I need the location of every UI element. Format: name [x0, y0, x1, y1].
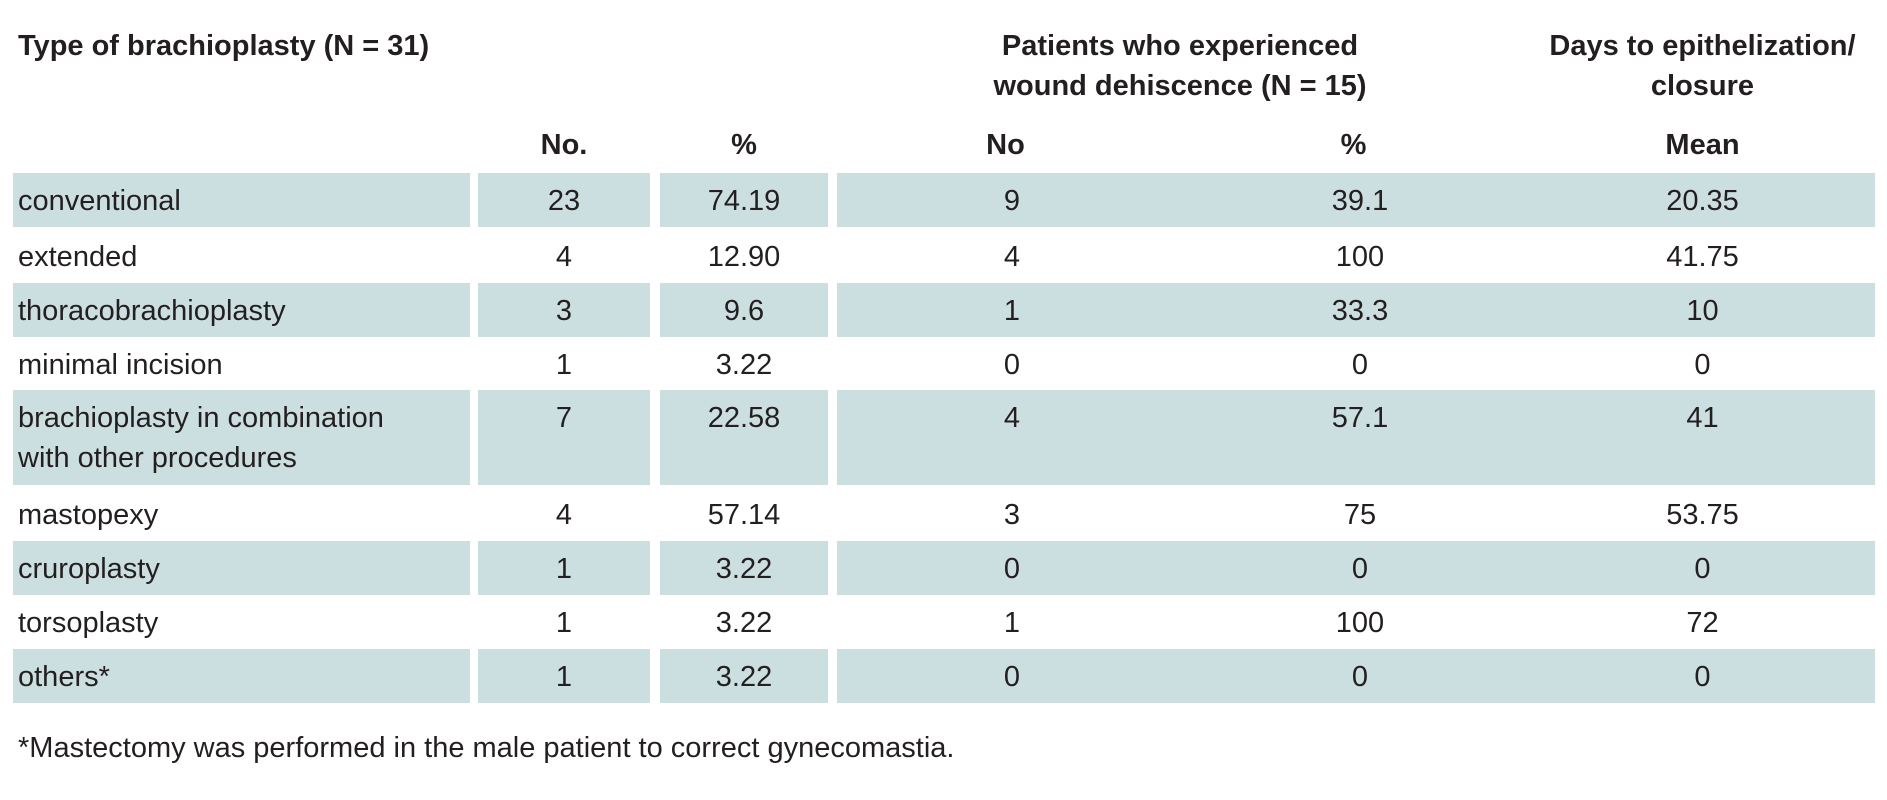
cell-pct: 3.22 — [715, 349, 773, 381]
cell-dehiscence-no: 0 — [1003, 349, 1021, 381]
table-row: minimal incision 1 3.22 0 0 0 — [13, 337, 1875, 391]
table-row: torsoplasty 1 3.22 1 100 72 — [13, 595, 1875, 649]
cell-dehiscence-no: 4 — [837, 390, 1187, 485]
table-row: thoracobrachioplasty 3 9.6 1 33.3 10 — [13, 283, 1875, 337]
cell-dehiscence-no: 1 — [1003, 607, 1021, 639]
cell-pct: 3.22 — [715, 607, 773, 639]
cell-type-line1: others* — [18, 661, 110, 693]
cell-pct: 3.22 — [660, 541, 828, 595]
cell-dehiscence-no: 4 — [1003, 241, 1021, 273]
cell-no: 7 — [478, 390, 650, 485]
cell-mean: 20.35 — [1530, 173, 1875, 227]
cell-no: 3 — [478, 283, 650, 337]
cell-dehiscence-pct: 100 — [1335, 241, 1385, 273]
col-header-pct: % — [731, 129, 757, 161]
table-row: cruroplasty 1 3.22 0 0 0 — [13, 541, 1875, 595]
cell-type: brachioplasty in combination with other p… — [13, 390, 470, 485]
days-title-line2: closure — [1650, 70, 1755, 102]
cell-mean: 53.75 — [1666, 499, 1739, 531]
footnote: *Mastectomy was performed in the male pa… — [18, 732, 955, 764]
cell-no: 23 — [478, 173, 650, 227]
cell-type-line1: minimal incision — [18, 349, 223, 381]
cell-pct: 22.58 — [660, 390, 828, 485]
cell-dehiscence-pct: 0 — [1185, 541, 1535, 595]
cell-type-line1: mastopexy — [18, 499, 159, 531]
cell-dehiscence-no: 3 — [1003, 499, 1021, 531]
cell-dehiscence-pct: 57.1 — [1185, 390, 1535, 485]
cell-mean: 0 — [1694, 349, 1711, 381]
table-row: others* 1 3.22 0 0 0 — [13, 649, 1875, 703]
cell-pct: 9.6 — [660, 283, 828, 337]
cell-dehiscence-pct: 75 — [1343, 499, 1377, 531]
table-row: mastopexy 4 57.14 3 75 53.75 — [13, 487, 1875, 541]
table-row: brachioplasty in combination with other p… — [13, 390, 1875, 485]
col-header-dehiscence-pct: % — [1340, 129, 1367, 161]
cell-mean: 41 — [1530, 390, 1875, 485]
cell-type-line1: brachioplasty in combination — [18, 402, 384, 434]
cell-mean: 41.75 — [1666, 241, 1739, 273]
cell-pct: 12.90 — [707, 241, 781, 273]
cell-no: 4 — [555, 499, 573, 531]
cell-no: 1 — [478, 541, 650, 595]
cell-type-line1: cruroplasty — [18, 553, 160, 585]
cell-no: 1 — [555, 349, 573, 381]
cell-type-line1: thoracobrachioplasty — [18, 295, 286, 327]
cell-type: others* — [13, 649, 470, 703]
dehiscence-title-line1: Patients who experienced — [1001, 30, 1359, 62]
cell-type: mastopexy — [13, 487, 470, 541]
cell-dehiscence-pct: 39.1 — [1185, 173, 1535, 227]
cell-dehiscence-pct: 0 — [1351, 349, 1369, 381]
table-row: conventional 23 74.19 9 39.1 20.35 — [13, 173, 1875, 227]
cell-pct: 3.22 — [660, 649, 828, 703]
cell-mean: 72 — [1686, 607, 1719, 639]
cell-mean: 10 — [1530, 283, 1875, 337]
dehiscence-title-line2: wound dehiscence (N = 15) — [993, 70, 1367, 102]
cell-dehiscence-pct: 0 — [1185, 649, 1535, 703]
cell-dehiscence-no: 0 — [837, 541, 1187, 595]
cell-dehiscence-pct: 33.3 — [1185, 283, 1535, 337]
cell-type-line1: torsoplasty — [18, 607, 159, 639]
days-title-line1: Days to epithelization/ — [1549, 30, 1856, 62]
cell-type-line1: conventional — [18, 185, 181, 217]
cell-mean: 0 — [1530, 541, 1875, 595]
cell-mean: 0 — [1530, 649, 1875, 703]
cell-dehiscence-no: 0 — [837, 649, 1187, 703]
cell-dehiscence-no: 9 — [837, 173, 1187, 227]
cell-pct: 57.14 — [707, 499, 781, 531]
cell-type: torsoplasty — [13, 595, 470, 649]
type-column-title: Type of brachioplasty (N = 31) — [18, 30, 430, 62]
cell-type: thoracobrachioplasty — [13, 283, 470, 337]
col-header-dehiscence-no: No — [986, 129, 1025, 161]
cell-no: 4 — [555, 241, 573, 273]
cell-type: cruroplasty — [13, 541, 470, 595]
table-row: extended 4 12.90 4 100 41.75 — [13, 229, 1875, 283]
cell-type-line2: with other procedures — [18, 442, 297, 474]
cell-type: conventional — [13, 173, 470, 227]
cell-no: 1 — [478, 649, 650, 703]
cell-dehiscence-no: 1 — [837, 283, 1187, 337]
cell-dehiscence-pct: 100 — [1335, 607, 1385, 639]
cell-type: extended — [13, 229, 470, 283]
col-header-no: No. — [540, 129, 588, 161]
cell-type-line1: extended — [18, 241, 138, 273]
cell-type: minimal incision — [13, 337, 470, 391]
col-header-mean: Mean — [1665, 129, 1740, 161]
cell-no: 1 — [555, 607, 573, 639]
cell-pct: 74.19 — [660, 173, 828, 227]
